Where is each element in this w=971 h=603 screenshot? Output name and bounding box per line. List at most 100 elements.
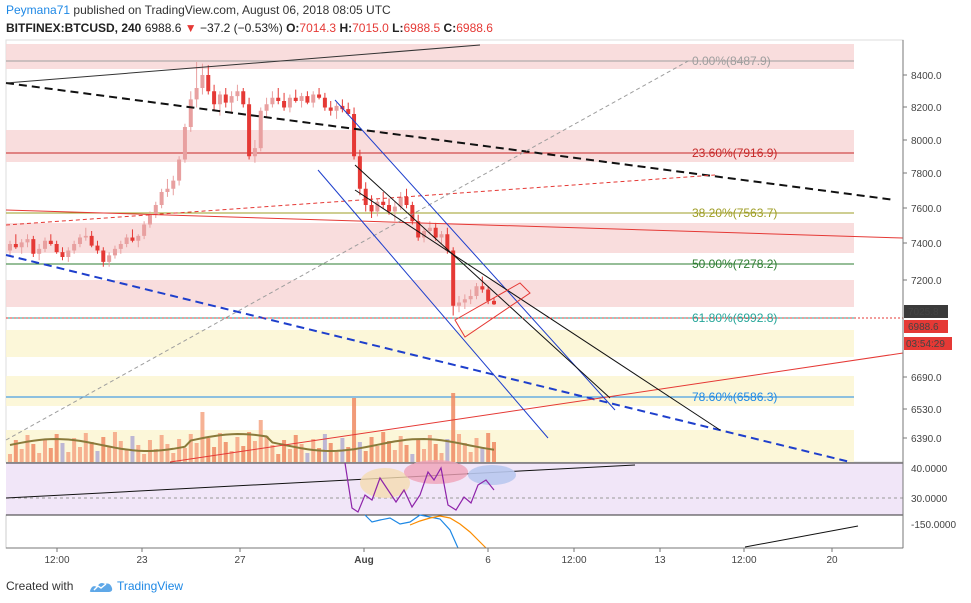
candle-body <box>258 110 263 149</box>
fib-label: 78.60%(6586.3) <box>692 390 777 404</box>
candle-body <box>252 148 257 157</box>
candle-body <box>276 97 281 101</box>
volume-bar <box>83 433 88 462</box>
price-tick-label: 6690.0 <box>911 373 942 384</box>
macd-line <box>364 514 459 549</box>
published-text: published on TradingView.com, August 06,… <box>73 3 391 17</box>
author-name[interactable]: Peymana71 <box>6 3 71 17</box>
candle-body <box>241 91 246 105</box>
axes: 8400.0 8200.0 8000.0 7800.0 7600.0 7400.0 7200… <box>6 40 956 566</box>
candle-body <box>194 88 199 100</box>
price-tick-label: 8000.0 <box>911 136 942 147</box>
volume-bar <box>8 454 12 462</box>
volume-bar <box>77 447 82 462</box>
candle-body <box>95 245 100 251</box>
volume-bar <box>392 450 397 462</box>
volume-bar <box>322 434 327 462</box>
tradingview-brand[interactable]: TradingView <box>117 579 184 593</box>
volume-bar <box>142 454 147 462</box>
candle-body <box>130 237 135 241</box>
candle-body <box>66 250 71 257</box>
candle-body <box>462 299 467 303</box>
volume-bar <box>282 440 287 462</box>
fib-label: 38.20%(7563.7) <box>692 206 777 220</box>
time-tick-label: 27 <box>234 555 246 566</box>
volume-bar <box>270 445 275 462</box>
candle-body <box>136 235 141 241</box>
marker-price-label: 7025.8 <box>908 307 939 318</box>
price-chart[interactable]: 0.00%(8487.9) 23.60%(7916.9) 38.20%(7563.7… <box>0 0 971 572</box>
indicator-panes <box>344 460 516 549</box>
volume-bar <box>247 432 252 462</box>
candle-body <box>83 235 88 238</box>
candle-body <box>311 94 316 103</box>
candle-body <box>54 244 59 253</box>
candle-body <box>299 96 304 101</box>
candle-body <box>182 127 187 160</box>
candle-body <box>31 239 36 254</box>
rsi-highlight <box>468 465 516 485</box>
volume-bar <box>118 441 123 462</box>
candle-body <box>416 221 421 238</box>
price-tick-label: 7400.0 <box>911 239 942 250</box>
volume-bar <box>241 446 246 462</box>
candle-body <box>352 114 357 157</box>
volume-bar <box>89 442 94 462</box>
candle-body <box>317 94 322 98</box>
volume-bar <box>19 449 24 462</box>
volume-bar <box>357 442 362 462</box>
volume-bar <box>177 439 182 462</box>
red-support-line <box>169 352 904 463</box>
volume-bar <box>182 448 187 462</box>
candle-body <box>212 91 217 105</box>
time-tick-label: 12:00 <box>44 555 69 566</box>
price-tick-label: 7200.0 <box>911 276 942 287</box>
volume-bar <box>37 453 42 462</box>
price-tick-label: 6390.0 <box>911 434 942 445</box>
volume-bar <box>165 444 170 462</box>
candle-body <box>445 234 450 251</box>
volume-bar <box>468 452 473 462</box>
wedge-line <box>354 189 721 431</box>
volume-bar <box>60 443 65 462</box>
publish-line: Peymana71 published on TradingView.com, … <box>6 3 391 17</box>
candle-body <box>381 201 386 205</box>
candle-body <box>439 234 444 238</box>
volume-bar <box>346 447 351 462</box>
candle-body <box>398 196 403 207</box>
fib-retracement[interactable]: 0.00%(8487.9) 23.60%(7916.9) 38.20%(7563.7… <box>6 44 854 462</box>
volume-bar <box>416 440 421 462</box>
last-price: 6988.6 <box>144 21 182 35</box>
volume-bar <box>153 449 158 462</box>
volume-bar <box>276 454 281 462</box>
channel-line <box>317 169 549 439</box>
candle-body <box>206 75 211 92</box>
candle-body <box>107 255 112 262</box>
volume-bar <box>212 447 217 462</box>
macd-trendline <box>744 525 859 548</box>
price-tick-label: 8400.0 <box>911 71 942 82</box>
volume-bar <box>124 450 129 462</box>
candle-body <box>89 235 94 246</box>
volume-bar <box>101 437 106 462</box>
candle-body <box>118 244 123 249</box>
trendlines[interactable] <box>5 44 904 548</box>
open-value: 7014.3 <box>299 21 337 35</box>
channel-line <box>334 99 616 411</box>
candle-body <box>474 286 479 296</box>
tradingview-logo-icon[interactable] <box>88 578 114 597</box>
fib-zone <box>6 330 854 357</box>
volume-bar <box>136 445 141 462</box>
candle-body <box>101 250 106 262</box>
candle-body <box>159 192 164 205</box>
candle-body <box>42 240 47 249</box>
candle-body <box>72 244 77 251</box>
volume-bar <box>159 435 164 462</box>
candle-body <box>124 237 129 244</box>
volume-bar <box>206 438 211 462</box>
volume-bar <box>480 447 485 462</box>
candle-body <box>492 300 496 305</box>
candle-body <box>188 99 193 127</box>
candle-body <box>457 302 462 306</box>
volume-bar <box>54 434 59 462</box>
